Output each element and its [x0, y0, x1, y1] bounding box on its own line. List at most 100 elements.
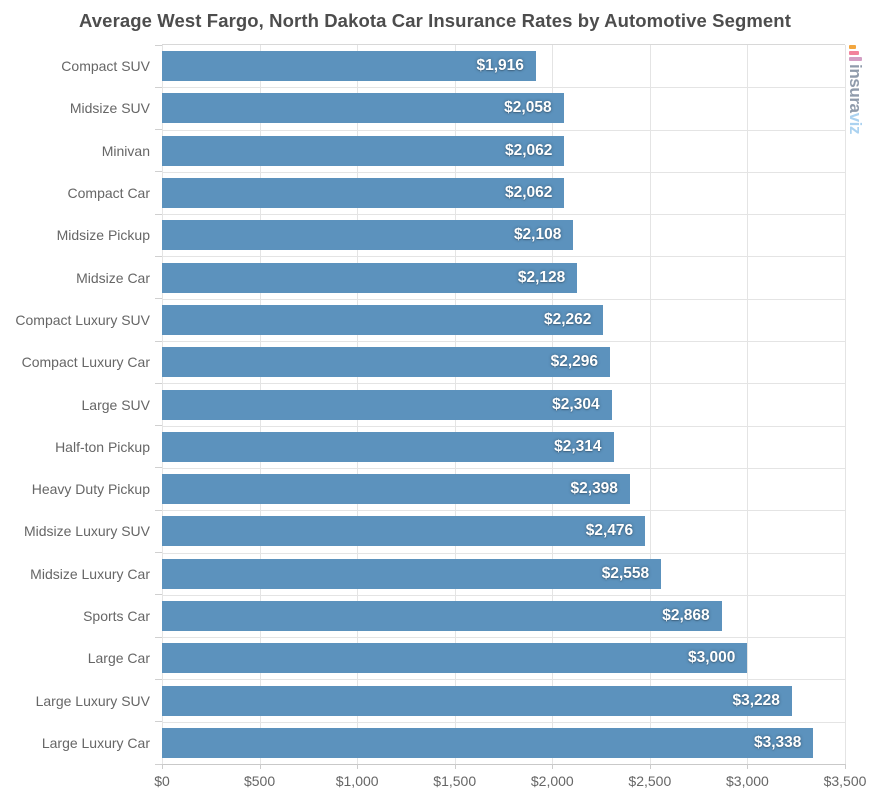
- row-separator-line: [162, 467, 845, 469]
- bar: $2,868: [162, 601, 722, 631]
- bar-track: $1,916: [162, 45, 845, 87]
- category-label: Large Luxury Car: [41, 734, 150, 751]
- bar-row: Midsize Luxury SUV $2,476: [24, 510, 845, 552]
- bar: $2,058: [162, 93, 564, 124]
- value-label: $2,062: [504, 141, 553, 159]
- category-label: Midsize Car: [76, 269, 150, 286]
- bar-row: Midsize Pickup $2,108: [57, 214, 845, 256]
- row-separator-line: [162, 341, 845, 343]
- x-axis-tick: [259, 764, 261, 769]
- y-axis-tick: [155, 594, 162, 596]
- category-label: Heavy Duty Pickup: [31, 481, 150, 498]
- logo-wordmark: insuraviz: [845, 64, 865, 134]
- chart-title: Average West Fargo, North Dakota Car Ins…: [79, 10, 791, 31]
- bar: $2,108: [162, 220, 574, 251]
- bar: $3,000: [162, 643, 748, 674]
- category-label: Compact Luxury Car: [21, 354, 150, 371]
- x-axis-tick: [845, 764, 846, 769]
- logo-text-primary: insura: [846, 64, 865, 113]
- y-axis-tick: [155, 86, 162, 88]
- y-axis-tick: [155, 382, 162, 384]
- plot-area: Compact SUV $1,916 Midsize SUV $2,058 Miniva…: [15, 44, 866, 789]
- y-axis-tick: [155, 213, 162, 215]
- bar-track: $3,228: [162, 679, 845, 721]
- value-label: $2,314: [554, 437, 602, 455]
- category-label: Midsize Luxury Car: [30, 565, 150, 582]
- value-label: $2,868: [662, 607, 710, 624]
- y-axis-tick: [155, 255, 162, 257]
- y-axis-tick: [155, 636, 162, 638]
- bar-track: $2,062: [162, 172, 845, 214]
- row-separator-line: [162, 298, 845, 300]
- category-label: Large Car: [87, 650, 150, 667]
- category-label: Midsize Pickup: [56, 227, 150, 244]
- bar-row: Midsize Luxury Car $2,558: [30, 553, 845, 595]
- value-label: $3,000: [688, 649, 736, 667]
- x-axis-tick-label: $1,000: [335, 773, 379, 789]
- x-axis-tick-label: $1,500: [433, 773, 477, 789]
- icon-bar-1: [849, 45, 857, 49]
- row-separator-line: [162, 171, 845, 173]
- bar-track: $2,108: [162, 214, 845, 256]
- bar-rows: Compact SUV $1,916 Midsize SUV $2,058 Miniva…: [15, 45, 845, 764]
- y-axis-tick: [155, 298, 162, 300]
- bar: $2,398: [162, 474, 630, 505]
- vertical-gridline: [649, 45, 651, 764]
- y-axis-tick: [155, 509, 162, 511]
- y-axis-tick: [155, 552, 162, 554]
- x-axis-tick-label: $2,500: [628, 773, 672, 789]
- bar: $2,062: [162, 178, 565, 209]
- category-label: Midsize SUV: [69, 100, 150, 117]
- bar: $2,296: [162, 347, 611, 378]
- x-axis-tick-label: $3,000: [726, 773, 769, 789]
- x-axis: $0 $500 $1,000 $1,500 $2,000 $2,500 $3,000 $3,5…: [154, 764, 866, 796]
- bar-row: Half-ton Pickup $2,314: [55, 426, 845, 468]
- insuraviz-logo: insuraviz: [844, 45, 866, 134]
- y-axis-tick: [155, 340, 162, 342]
- vertical-gridline: [845, 45, 846, 764]
- value-label: $2,108: [513, 226, 562, 244]
- y-axis-tick: [155, 467, 162, 469]
- row-separator-line: [162, 87, 845, 89]
- value-label: $2,476: [585, 522, 634, 540]
- bar-row: Compact Luxury Car $2,296: [22, 341, 845, 383]
- bar: $2,304: [162, 389, 612, 420]
- x-axis-tick: [454, 764, 456, 769]
- x-axis-tick: [747, 764, 749, 769]
- category-label: Sports Car: [83, 608, 150, 624]
- bar-track: $2,058: [162, 87, 845, 129]
- row-separator-line: [162, 637, 845, 639]
- bar-chart-icon: [848, 45, 863, 61]
- vertical-gridline: [747, 45, 749, 764]
- row-separator-line: [162, 594, 845, 596]
- value-label: $2,304: [552, 395, 600, 413]
- value-label: $2,262: [543, 310, 592, 328]
- row-separator-line: [162, 552, 845, 554]
- value-label: $3,228: [732, 691, 780, 709]
- bar-track: $3,338: [162, 722, 845, 764]
- bar-row: Large SUV $2,304: [82, 383, 845, 425]
- y-axis-tick: [155, 721, 162, 723]
- bar-row: Large Luxury SUV $3,228: [36, 679, 845, 721]
- category-label: Midsize Luxury SUV: [23, 523, 150, 540]
- bar: $2,062: [162, 135, 565, 166]
- category-label: Compact Luxury SUV: [15, 311, 150, 328]
- row-separator-line: [162, 214, 845, 216]
- bar-track: $2,398: [162, 468, 845, 510]
- bar-track: $2,296: [162, 341, 845, 383]
- bar-track: $2,476: [162, 510, 845, 552]
- value-label: $2,062: [504, 184, 553, 202]
- y-axis-tick: [155, 678, 162, 680]
- category-label: Compact Car: [67, 185, 150, 202]
- x-axis-tick: [357, 764, 359, 769]
- value-label: $2,398: [570, 480, 618, 498]
- bar-row: Compact Luxury SUV $2,262: [15, 299, 845, 341]
- y-axis-tick: [155, 129, 162, 131]
- bar-row: Compact Car $2,062: [68, 172, 845, 214]
- bar: $2,558: [162, 558, 662, 589]
- value-label: $1,916: [476, 57, 524, 75]
- bar-track: $2,558: [162, 553, 845, 595]
- value-label: $2,128: [517, 268, 566, 286]
- bar: $2,262: [162, 304, 604, 335]
- bar-row: Midsize Car $2,128: [76, 256, 845, 298]
